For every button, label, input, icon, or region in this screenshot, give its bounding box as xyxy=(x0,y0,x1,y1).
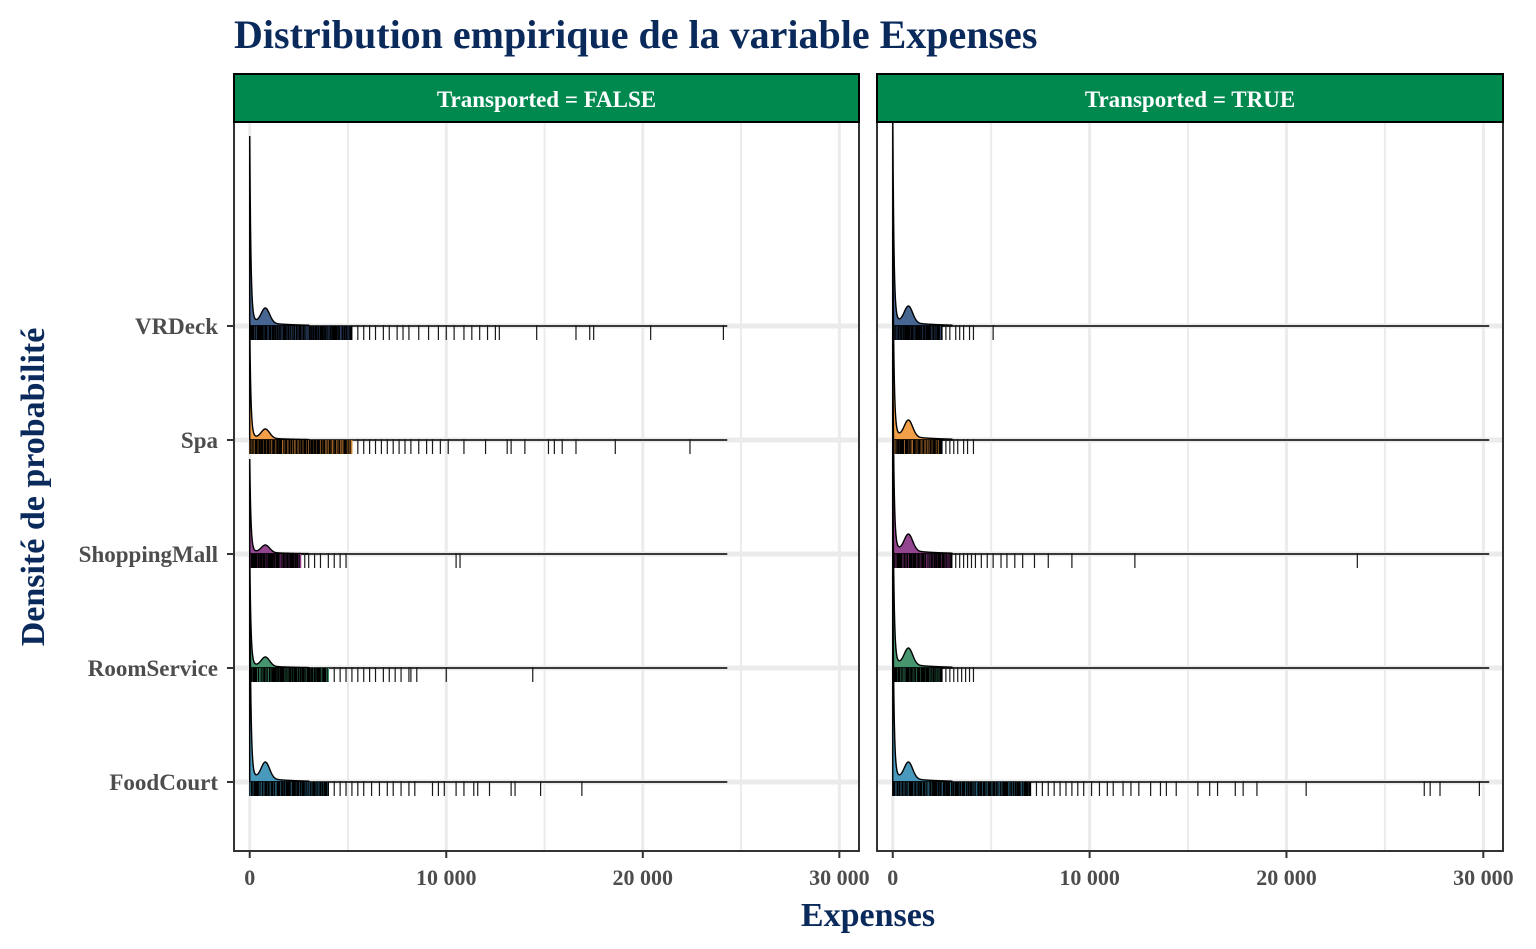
density-ridge xyxy=(892,342,953,555)
density-ridge xyxy=(892,228,953,441)
rug-marks xyxy=(892,781,1480,796)
facet-panel: Transported = TRUE 0 10 000 20 000 30 000 xyxy=(876,73,1514,890)
y-tick-label: VRDeck xyxy=(135,314,218,339)
density-ridge xyxy=(892,114,953,327)
facet-strip-label: Transported = TRUE xyxy=(1085,87,1295,112)
density-ridge xyxy=(249,135,310,327)
rug-marks xyxy=(892,439,975,454)
y-tick-label: Spa xyxy=(181,428,219,453)
x-tick-label: 10 000 xyxy=(416,865,477,890)
rug-marks xyxy=(249,667,534,682)
x-tick-label: 0 xyxy=(887,865,898,890)
panel-background xyxy=(877,122,1503,851)
density-ridge xyxy=(892,456,953,669)
x-tick-label: 0 xyxy=(244,865,255,890)
y-tick-label: FoodCourt xyxy=(109,770,218,795)
density-ridge xyxy=(249,570,310,783)
rug-marks xyxy=(249,439,691,454)
chart-title: Distribution empirique de la variable Ex… xyxy=(234,12,1037,57)
facet-strip xyxy=(876,73,1504,123)
y-tick-label: ShoppingMall xyxy=(79,542,218,567)
rug-marks xyxy=(892,667,975,682)
x-tick-label: 20 000 xyxy=(1256,865,1317,890)
facet-strip xyxy=(233,73,860,123)
x-tick-label: 30 000 xyxy=(1453,865,1514,890)
x-axis-label: Expenses xyxy=(801,897,935,934)
rug-marks xyxy=(249,553,461,568)
density-ridge xyxy=(892,570,953,783)
rug-marks xyxy=(892,325,994,340)
rug-marks xyxy=(249,781,583,796)
rug-marks xyxy=(892,553,1358,568)
y-tick-label: RoomService xyxy=(88,656,218,681)
y-axis-label: Densité de probabilité xyxy=(15,328,52,647)
facet-strip-label: Transported = FALSE xyxy=(437,87,656,112)
panel-background xyxy=(234,122,859,851)
facet-panel: Transported = FALSE 0 10 000 20 000 30 000 xyxy=(233,73,870,890)
x-tick-label: 30 000 xyxy=(809,865,870,890)
x-tick-label: 20 000 xyxy=(613,865,674,890)
x-tick-label: 10 000 xyxy=(1059,865,1120,890)
rug-marks xyxy=(249,325,724,340)
